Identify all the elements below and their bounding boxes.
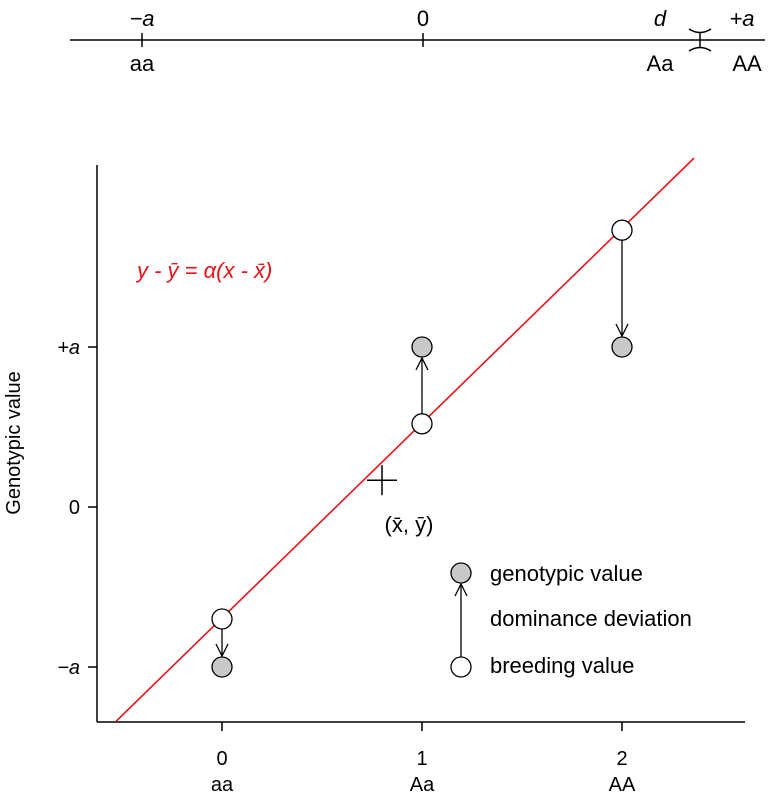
- legend-arrow-head: [454, 582, 468, 597]
- x-genotype-label: aa: [211, 774, 234, 796]
- x-tick-label: 0: [216, 748, 227, 770]
- x-genotype-label: AA: [609, 774, 636, 796]
- genotypic-value-point: [611, 336, 633, 358]
- genotypic-value-point: [411, 336, 433, 358]
- genotype-AA-label: AA: [732, 51, 762, 76]
- breeding-value-point: [211, 608, 233, 630]
- tick-plus-a-bracket: [688, 46, 712, 52]
- dominance-arrows: [215, 240, 629, 658]
- label-plus-a: +a: [729, 6, 754, 31]
- breeding-value-point: [411, 413, 433, 435]
- x-genotype-label: Aa: [410, 774, 435, 796]
- points: [211, 219, 633, 678]
- y-tick-label: −a: [57, 657, 80, 679]
- x-tick-label: 2: [616, 748, 627, 770]
- regression-equation: y - ȳ = α(x - x̄): [135, 258, 272, 283]
- breeding-value-point: [611, 219, 633, 241]
- label-minus-a: −a: [129, 6, 154, 31]
- y-tick-label: 0: [69, 497, 80, 519]
- tick-d-bracket: [688, 28, 712, 34]
- y-axis-label: Genotypic value: [3, 371, 25, 514]
- x-ticks: 0 aa 1 Aa 2 AA: [211, 722, 636, 796]
- genotypic-value-point: [211, 656, 233, 678]
- legend-dominance-label: dominance deviation: [490, 606, 692, 631]
- legend-breeding-label: breeding value: [490, 653, 634, 678]
- number-line: −a 0 d +a aa Aa AA: [70, 6, 765, 76]
- y-ticks: −a 0 +a: [57, 337, 97, 679]
- dominance-arrow-head: [615, 323, 629, 338]
- legend-genotypic-label: genotypic value: [490, 561, 643, 586]
- dominance-arrow-head: [215, 643, 229, 658]
- genotype-aa-label: aa: [130, 51, 155, 76]
- regression-line: [115, 157, 695, 722]
- genotype-Aa-label: Aa: [647, 51, 675, 76]
- x-tick-label: 1: [416, 748, 427, 770]
- label-d: d: [654, 6, 667, 31]
- plot-area: (x̄, ȳ): [115, 157, 695, 722]
- dominance-arrow-head: [415, 356, 429, 371]
- mean-point: (x̄, ȳ): [367, 465, 433, 537]
- legend-breeding-marker: [450, 656, 472, 678]
- y-tick-label: +a: [57, 337, 80, 359]
- mean-point-label: (x̄, ȳ): [385, 512, 434, 537]
- legend: genotypic value dominance deviation bree…: [450, 561, 692, 678]
- legend-genotypic-marker: [450, 562, 472, 584]
- label-zero: 0: [417, 6, 429, 31]
